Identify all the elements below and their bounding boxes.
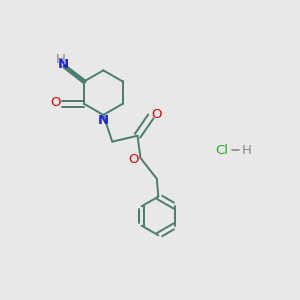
Text: O: O (151, 107, 161, 121)
Text: H: H (55, 53, 65, 66)
Text: O: O (50, 96, 61, 110)
Text: H: H (242, 143, 251, 157)
Text: Cl: Cl (215, 143, 228, 157)
Text: O: O (129, 153, 139, 166)
Text: N: N (58, 58, 69, 71)
Text: N: N (98, 114, 109, 127)
